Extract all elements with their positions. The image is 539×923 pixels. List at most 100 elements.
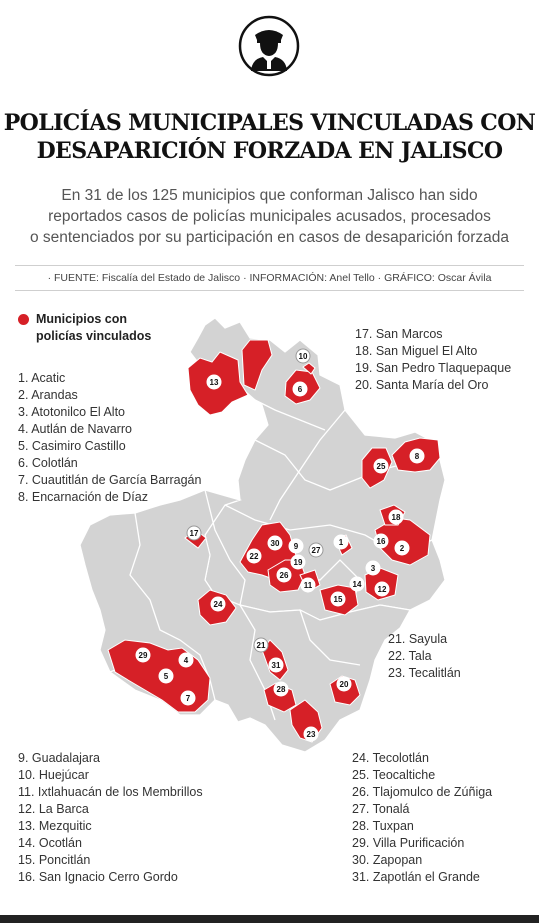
municipality-list-item: 28. Tuxpan <box>352 819 414 833</box>
bottom-bar <box>0 915 539 923</box>
map-marker-label: 26 <box>280 571 289 580</box>
map-marker-circle <box>330 591 346 607</box>
map-marker-label: 12 <box>378 585 387 594</box>
municipality-list-item: 30. Zapopan <box>352 853 423 867</box>
map-marker-30: 30 <box>267 535 283 551</box>
map-marker-circle <box>135 647 151 663</box>
map-marker-circle <box>246 548 262 564</box>
map-marker-label: 2 <box>400 544 405 553</box>
map-marker-label: 17 <box>190 529 199 538</box>
subtitle: En 31 de los 125 municipios que conforma… <box>20 185 519 248</box>
map-marker-label: 10 <box>299 352 308 361</box>
municipality-list-3: 21. Sayula 22. Tala 23. Tecalitlán <box>388 631 461 682</box>
map-marker-label: 4 <box>184 656 189 665</box>
map-marker-label: 19 <box>294 558 303 567</box>
map-marker-circle <box>349 576 365 592</box>
map-marker-23: 23 <box>303 726 319 742</box>
municipality-list-item: 21. Sayula <box>388 632 448 646</box>
municipality-list-item: 23. Tecalitlán <box>388 666 461 680</box>
map-marker-29: 29 <box>135 647 151 663</box>
municipality-list-item: 18. San Miguel El Alto <box>355 344 478 358</box>
map-marker-label: 27 <box>312 546 321 555</box>
municipality-list-item: 15. Poncitlán <box>18 853 91 867</box>
region-northern-strip <box>241 339 273 391</box>
map-marker-12: 12 <box>374 581 390 597</box>
map-marker-8: 8 <box>409 448 425 464</box>
map-marker-27: 27 <box>308 542 324 558</box>
police-officer-icon <box>238 15 300 77</box>
municipality-list-item: 16. San Ignacio Cerro Gordo <box>18 870 178 884</box>
map-marker-circle <box>253 637 269 653</box>
municipality-list-1: 1. Acatic 2. Arandas 3. Atotonilco El Alto… <box>18 370 201 506</box>
map-marker-circle <box>373 533 389 549</box>
map-marker-circle <box>295 348 311 364</box>
map-marker-19: 19 <box>290 554 306 570</box>
map-marker-21: 21 <box>253 637 269 653</box>
map-marker-label: 25 <box>377 462 386 471</box>
municipality-list-item: 7. Cuautitlán de García Barragán <box>18 473 202 487</box>
map-marker-circle <box>276 567 292 583</box>
map-marker-circle <box>394 540 410 556</box>
map-marker-label: 30 <box>271 539 280 548</box>
map-marker-20: 20 <box>336 676 352 692</box>
map-marker-circle <box>365 560 381 576</box>
map-marker-label: 6 <box>298 385 303 394</box>
map-marker-circle <box>300 577 316 593</box>
map-marker-label: 11 <box>304 581 313 590</box>
map-marker-circle <box>336 676 352 692</box>
map-marker-label: 9 <box>294 542 299 551</box>
map-marker-circle <box>210 596 226 612</box>
map-marker-label: 15 <box>334 595 343 604</box>
map-marker-circle <box>290 554 306 570</box>
map-marker-label: 21 <box>257 641 266 650</box>
map-marker-label: 7 <box>186 694 191 703</box>
municipality-list-item: 19. San Pedro Tlaquepaque <box>355 361 512 375</box>
municipality-list-item: 12. La Barca <box>18 802 89 816</box>
legend-label-line-2: policías vinculados <box>36 329 152 343</box>
map-marker-label: 1 <box>339 538 344 547</box>
map-marker-label: 24 <box>214 600 223 609</box>
map-marker-label: 28 <box>277 685 286 694</box>
map-marker-circle <box>180 690 196 706</box>
map-marker-circle <box>206 374 222 390</box>
municipality-list-item: 27. Tonalá <box>352 802 410 816</box>
title-line-2: DESAPARICIÓN FORZADA EN JALISCO <box>36 138 503 164</box>
map-marker-4: 4 <box>178 652 194 668</box>
municipality-list-item: 6. Colotlán <box>18 456 78 470</box>
map-marker-circle <box>409 448 425 464</box>
map-marker-label: 16 <box>377 537 386 546</box>
municipality-list-item: 20. Santa María del Oro <box>355 378 489 392</box>
map-marker-17: 17 <box>186 525 202 541</box>
subtitle-line-2: reportados casos de policías municipales… <box>48 208 491 225</box>
map-marker-16: 16 <box>373 533 389 549</box>
map-marker-label: 20 <box>340 680 349 689</box>
map-marker-9: 9 <box>288 538 304 554</box>
municipality-list-item: 8. Encarnación de Díaz <box>18 490 148 504</box>
map-marker-28: 28 <box>273 681 289 697</box>
legend-label: Municipios con policías vinculados <box>36 311 196 345</box>
map-marker-3: 3 <box>365 560 381 576</box>
map-marker-label: 14 <box>353 580 362 589</box>
municipality-list-item: 1. Acatic <box>18 371 66 385</box>
title-line-1: POLICÍAS MUNICIPALES VINCULADAS CON <box>3 110 536 136</box>
map-marker-14: 14 <box>349 576 365 592</box>
subtitle-line-1: En 31 de los 125 municipios que conforma… <box>61 187 478 204</box>
municipality-list-4: 9. Guadalajara 10. Huejúcar 11. Ixtlahuacá… <box>18 750 203 886</box>
map-marker-25: 25 <box>373 458 389 474</box>
map-marker-10: 10 <box>295 348 311 364</box>
municipality-list-item: 3. Atotonilco El Alto <box>18 405 126 419</box>
map-marker-circle <box>186 525 202 541</box>
municipality-list-item: 10. Huejúcar <box>18 768 89 782</box>
map-marker-circle <box>158 668 174 684</box>
municipality-list-item: 14. Ocotlán <box>18 836 82 850</box>
municipality-list-item: 9. Guadalajara <box>18 751 101 765</box>
map-marker-circle <box>333 534 349 550</box>
map-marker-13: 13 <box>206 374 222 390</box>
map-marker-label: 22 <box>250 552 259 561</box>
map-marker-circle <box>388 509 404 525</box>
map-marker-26: 26 <box>276 567 292 583</box>
map-marker-31: 31 <box>268 657 284 673</box>
map-marker-circle <box>268 657 284 673</box>
